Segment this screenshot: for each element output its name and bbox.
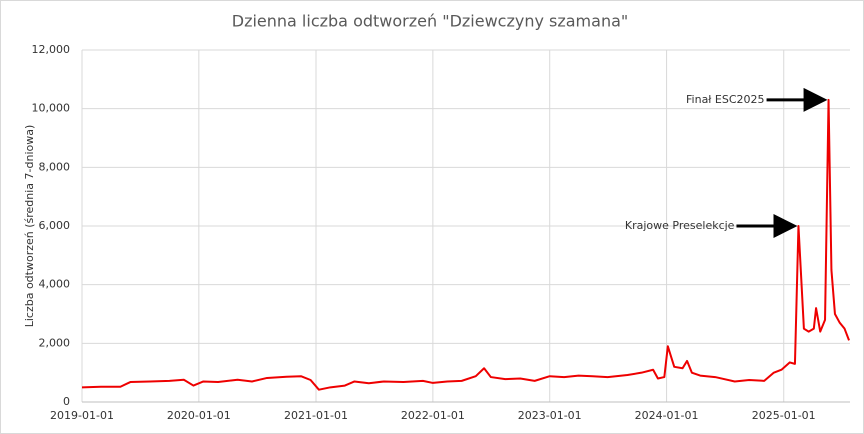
y-tick-label: 10,000	[32, 102, 71, 115]
x-tick-label: 2021-01-01	[284, 409, 348, 422]
annotation-label: Krajowe Preselekcje	[625, 219, 735, 232]
y-tick-label: 0	[63, 395, 70, 408]
x-tick-label: 2022-01-01	[401, 409, 465, 422]
y-tick-label: 6,000	[39, 219, 71, 232]
y-tick-label: 4,000	[39, 278, 71, 291]
x-tick-label: 2019-01-01	[50, 409, 114, 422]
y-tick-label: 12,000	[32, 43, 71, 56]
chart-title: Dzienna liczba odtworzeń "Dziewczyny sza…	[232, 12, 629, 31]
x-tick-label: 2024-01-01	[635, 409, 699, 422]
line-series	[81, 98, 850, 391]
x-tick-label: 2025-01-01	[752, 409, 816, 422]
annotation-label: Finał ESC2025	[686, 93, 765, 106]
x-tick-label: 2020-01-01	[167, 409, 231, 422]
y-axis-label: Liczba odtworzeń (średnia 7-dniowa)	[23, 125, 36, 328]
y-tick-label: 8,000	[39, 160, 71, 173]
x-tick-label: 2023-01-01	[518, 409, 582, 422]
y-tick-label: 2,000	[39, 336, 71, 349]
